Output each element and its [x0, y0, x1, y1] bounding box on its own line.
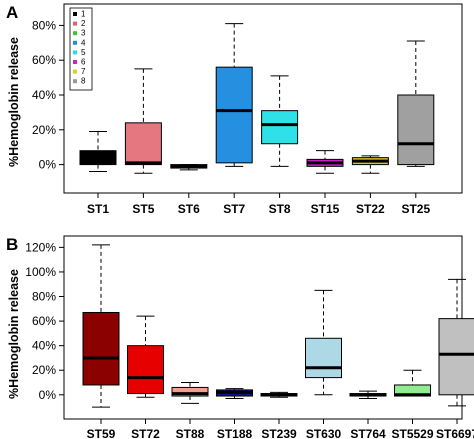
box-ST239: ST239	[260, 391, 298, 439]
x-tick-label: ST88	[176, 427, 205, 439]
box-ST8: ST8	[261, 75, 299, 216]
legend-swatch	[73, 40, 77, 45]
legend-entry: 7	[81, 67, 86, 76]
y-tick-label: 60%	[32, 314, 56, 328]
legend-swatch	[73, 69, 77, 74]
panel-letter: A	[6, 3, 18, 22]
x-tick-label: ST630	[306, 427, 342, 439]
x-tick-label: ST72	[131, 427, 160, 439]
box-iqr	[79, 150, 117, 166]
box-ST1: ST1	[79, 131, 117, 216]
legend-swatch	[73, 60, 77, 64]
y-tick-label: 60%	[32, 53, 56, 67]
box-ST764: ST764	[349, 390, 387, 439]
x-tick-label: ST5529	[391, 427, 433, 439]
x-tick-label: ST25	[401, 202, 430, 216]
panel-A: A 0% 20% 40% 60% 80% %Hemoglobin release ST1 ST5…	[6, 3, 463, 216]
x-tick-label: ST15	[311, 202, 340, 216]
y-tick-label: 120%	[25, 240, 56, 254]
box-ST25: ST25	[397, 40, 435, 216]
plot-frame	[63, 3, 463, 194]
y-axis-label: %Hemoglobin release	[7, 269, 21, 399]
legend-entry: 2	[81, 19, 86, 28]
legend-entry: 4	[81, 38, 86, 47]
legend-swatch	[73, 79, 77, 84]
box-ST22: ST22	[351, 155, 389, 216]
box-iqr	[397, 94, 435, 166]
box-iqr	[82, 311, 120, 386]
legend-box	[69, 7, 93, 91]
legend-entry: 5	[81, 48, 86, 57]
box-iqr	[127, 345, 164, 395]
box-ST59: ST59	[82, 244, 120, 439]
panel-letter: B	[6, 235, 18, 254]
x-tick-label: ST239	[261, 427, 297, 439]
legend-swatch	[73, 50, 77, 55]
y-tick-label: 80%	[32, 18, 56, 32]
box-ST6: ST6	[170, 164, 208, 216]
box-ST5: ST5	[124, 68, 162, 216]
legend-swatch	[73, 31, 77, 36]
x-tick-label: ST1	[87, 202, 109, 216]
y-tick-label: 80%	[32, 290, 56, 304]
x-tick-label: ST8	[269, 202, 291, 216]
x-tick-label: ST6	[178, 202, 200, 216]
y-tick-label: 0%	[39, 158, 57, 172]
legend-entry: 1	[81, 10, 86, 19]
y-tick-label: 0%	[39, 388, 57, 402]
box-iqr	[124, 122, 162, 166]
x-tick-label: ST6697	[436, 427, 474, 439]
x-tick-label: ST5	[132, 202, 154, 216]
y-tick-label: 20%	[32, 363, 56, 377]
legend-entry: 6	[81, 58, 86, 67]
legend-swatch	[73, 21, 77, 26]
legend-swatch	[73, 12, 77, 16]
box-iqr	[215, 66, 253, 164]
x-tick-label: ST22	[356, 202, 385, 216]
x-tick-label: ST59	[87, 427, 116, 439]
x-tick-label: ST188	[217, 427, 253, 439]
legend-entry: 3	[81, 29, 86, 38]
box-iqr	[305, 337, 342, 379]
box-ST6697: ST6697	[436, 278, 474, 439]
y-tick-label: 100%	[25, 265, 56, 279]
panel-B: B 0% 20% 40% 60% 80% 100% 120% %Hemoglobin relea…	[6, 235, 474, 439]
box-ST5529: ST5529	[391, 369, 434, 439]
box-iqr	[171, 386, 209, 397]
box-ST88: ST88	[171, 382, 209, 439]
x-tick-label: ST764	[350, 427, 386, 439]
box-iqr	[261, 110, 299, 145]
y-tick-label: 20%	[32, 123, 56, 137]
box-ST15: ST15	[306, 150, 344, 216]
y-axis-label: %Hemoglobin release	[7, 37, 21, 167]
y-tick-label: 40%	[32, 88, 56, 102]
box-ST72: ST72	[127, 315, 164, 439]
x-tick-label: ST7	[223, 202, 245, 216]
box-ST7: ST7	[215, 23, 253, 216]
legend-entry: 8	[81, 77, 86, 86]
box-ST630: ST630	[305, 289, 342, 439]
y-tick-label: 40%	[32, 339, 56, 353]
box-ST188: ST188	[216, 388, 253, 439]
box-iqr	[438, 318, 474, 396]
